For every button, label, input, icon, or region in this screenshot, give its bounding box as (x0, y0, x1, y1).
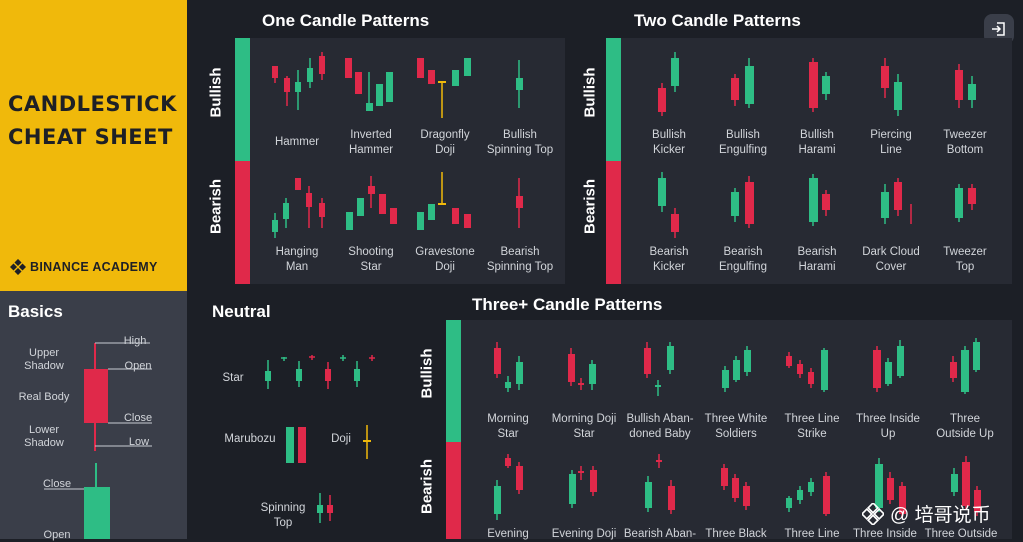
inverted-hammer-candles (345, 58, 393, 111)
one-bullish-label-3: Bullish Spinning Top (486, 129, 554, 156)
three-candle-panel (446, 320, 1012, 539)
upper-shadow-label: Upper Shadow (24, 347, 64, 372)
two-bearish-label-1: Bearish Engulfing (719, 246, 767, 273)
two-bearish-label-4: Tweezer Top (943, 246, 987, 273)
neutral-charts (265, 355, 375, 523)
exit-fullscreen-icon (992, 22, 1005, 36)
gravestone-doji-candles (417, 172, 471, 230)
low-label: Low (128, 436, 150, 448)
one-bearish-label-3: Bearish Spinning Top (486, 246, 554, 273)
spinning-top-candles (317, 493, 333, 523)
close-label: Close (123, 412, 153, 424)
three-bullish-label-3: Three White Soldiers (704, 413, 768, 440)
one-candle-title: One Candle Patterns (262, 11, 430, 30)
title-line-1: CANDLESTICK (8, 92, 177, 116)
hammer-candles (272, 52, 325, 110)
watermark-text: @ 培哥说币 (890, 505, 991, 526)
three-bearish-label: Bearish (418, 458, 436, 515)
three-bullish-label-2: Bullish Aban- doned Baby (626, 413, 694, 440)
three-bullish-bar (446, 320, 461, 442)
one-candle-charts (272, 52, 523, 238)
three-bullish-label-1: Morning Doji Star (551, 413, 617, 440)
three-candle-charts (494, 338, 981, 520)
one-bearish-label-1: Shooting Star (348, 246, 394, 273)
marubozu-green (286, 427, 294, 463)
one-bullish-label-2: Dragonfly Doji (420, 129, 470, 156)
one-bearish-label: Bearish (207, 178, 225, 235)
lower-shadow-label: Lower Shadow (24, 424, 64, 449)
one-bullish-label-1: Inverted Hammer (348, 129, 394, 156)
star-candles (265, 355, 375, 389)
two-bullish-bar (606, 38, 621, 161)
high-label: High (123, 335, 147, 347)
three-bearish-label-2: Bearish Aban- (623, 528, 697, 540)
two-bullish-label: Bullish (581, 67, 599, 118)
open-label-2: Open (43, 529, 71, 541)
three-bearish-label-0: Evening (487, 528, 529, 540)
hanging-man-candles (272, 178, 325, 238)
dragonfly-doji-candles (417, 58, 471, 118)
shooting-star-candles (346, 176, 397, 230)
binance-diamond-icon (862, 502, 884, 525)
two-bullish-label-2: Bullish Harami (798, 129, 836, 156)
one-bearish-bar (235, 161, 250, 284)
three-bearish-bar (446, 442, 461, 539)
two-bearish-label-3: Dark Cloud Cover (862, 246, 920, 273)
one-bullish-bar (235, 38, 250, 161)
two-bearish-label-0: Bearish Kicker (649, 246, 689, 273)
one-bullish-label-0: Hammer (274, 136, 320, 148)
neutral-spinning-top-label: Spinning Top (260, 502, 306, 529)
two-bullish-label-4: Tweezer Bottom (943, 129, 987, 156)
three-bullish-label-0: Morning Star (487, 413, 529, 440)
real-body-label: Real Body (18, 391, 70, 403)
three-bearish-label-5: Three Inside (853, 528, 917, 540)
one-bearish-label-2: Gravestone Doji (415, 246, 475, 273)
three-bullish-label-4: Three Line Strike (784, 413, 840, 440)
three-bullish-label: Bullish (418, 348, 436, 399)
one-bearish-label-0: Hanging Man (275, 246, 319, 273)
two-bearish-label: Bearish (581, 178, 599, 235)
close-label-2: Close (42, 478, 72, 490)
three-candle-title: Three+ Candle Patterns (472, 295, 663, 314)
three-bearish-label-6: Three Outside (924, 528, 998, 540)
three-bearish-label-4: Three Line (784, 528, 840, 540)
two-bullish-label-0: Bullish Kicker (652, 129, 686, 156)
binance-diamond-icon (10, 259, 26, 275)
brand-name: BINANCE ACADEMY (30, 260, 158, 274)
basics-diagram (44, 342, 152, 539)
bullish-spinning-top-candle (516, 60, 523, 108)
two-bullish-label-3: Piercing Line (870, 129, 912, 156)
title-line-2: CHEAT SHEET (8, 125, 173, 149)
two-candle-title: Two Candle Patterns (634, 11, 801, 30)
marubozu-red (298, 427, 306, 463)
brand-row: BINANCE ACADEMY (10, 259, 158, 275)
neutral-star-label: Star (222, 372, 244, 384)
neutral-marubozu-label: Marubozu (224, 433, 276, 445)
neutral-title: Neutral (212, 302, 271, 321)
two-bullish-label-1: Bullish Engulfing (719, 129, 767, 156)
page-title: CANDLESTICK CHEAT SHEET (8, 88, 188, 154)
two-candle-charts (658, 52, 976, 238)
three-bullish-label-6: Three Outside Up (936, 413, 994, 440)
two-bearish-label-2: Bearish Harami (797, 246, 837, 273)
two-bearish-bar (606, 161, 621, 284)
basics-title: Basics (8, 302, 63, 321)
three-bearish-label-3: Three Black (705, 528, 767, 540)
bearish-spinning-top-candle (516, 178, 523, 228)
neutral-doji-label: Doji (331, 433, 351, 445)
three-bullish-label-5: Three Inside Up (856, 413, 920, 440)
watermark: @ 培哥说币 (862, 500, 991, 527)
left-header-panel (0, 0, 187, 291)
three-bearish-label-1: Evening Doji (551, 528, 617, 540)
one-bullish-label: Bullish (207, 67, 225, 118)
